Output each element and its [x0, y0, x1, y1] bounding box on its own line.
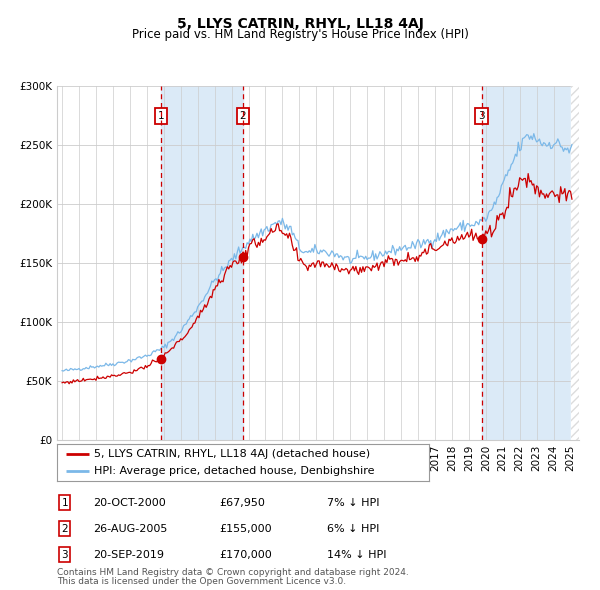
Text: 3: 3: [61, 550, 68, 559]
Text: £170,000: £170,000: [219, 550, 272, 559]
Text: 7% ↓ HPI: 7% ↓ HPI: [327, 498, 380, 507]
Text: 20-OCT-2000: 20-OCT-2000: [93, 498, 166, 507]
Text: 2: 2: [61, 524, 68, 533]
Text: 1: 1: [61, 498, 68, 507]
Text: Price paid vs. HM Land Registry's House Price Index (HPI): Price paid vs. HM Land Registry's House …: [131, 28, 469, 41]
Text: 20-SEP-2019: 20-SEP-2019: [93, 550, 164, 559]
Text: This data is licensed under the Open Government Licence v3.0.: This data is licensed under the Open Gov…: [57, 578, 346, 586]
Text: 1: 1: [158, 111, 164, 120]
Text: 26-AUG-2005: 26-AUG-2005: [93, 524, 167, 533]
Text: Contains HM Land Registry data © Crown copyright and database right 2024.: Contains HM Land Registry data © Crown c…: [57, 568, 409, 577]
Bar: [482, 86, 579, 440]
Text: 5, LLYS CATRIN, RHYL, LL18 4AJ: 5, LLYS CATRIN, RHYL, LL18 4AJ: [176, 17, 424, 31]
Bar: [571, 86, 579, 440]
Text: 5, LLYS CATRIN, RHYL, LL18 4AJ (detached house): 5, LLYS CATRIN, RHYL, LL18 4AJ (detached…: [94, 449, 370, 459]
Bar: [571, 86, 579, 440]
Text: 3: 3: [478, 111, 485, 120]
Text: 2: 2: [239, 111, 246, 120]
Text: 6% ↓ HPI: 6% ↓ HPI: [327, 524, 379, 533]
Text: £155,000: £155,000: [219, 524, 272, 533]
Text: HPI: Average price, detached house, Denbighshire: HPI: Average price, detached house, Denb…: [94, 466, 374, 476]
Bar: [161, 86, 243, 440]
Text: 14% ↓ HPI: 14% ↓ HPI: [327, 550, 386, 559]
Text: £67,950: £67,950: [219, 498, 265, 507]
